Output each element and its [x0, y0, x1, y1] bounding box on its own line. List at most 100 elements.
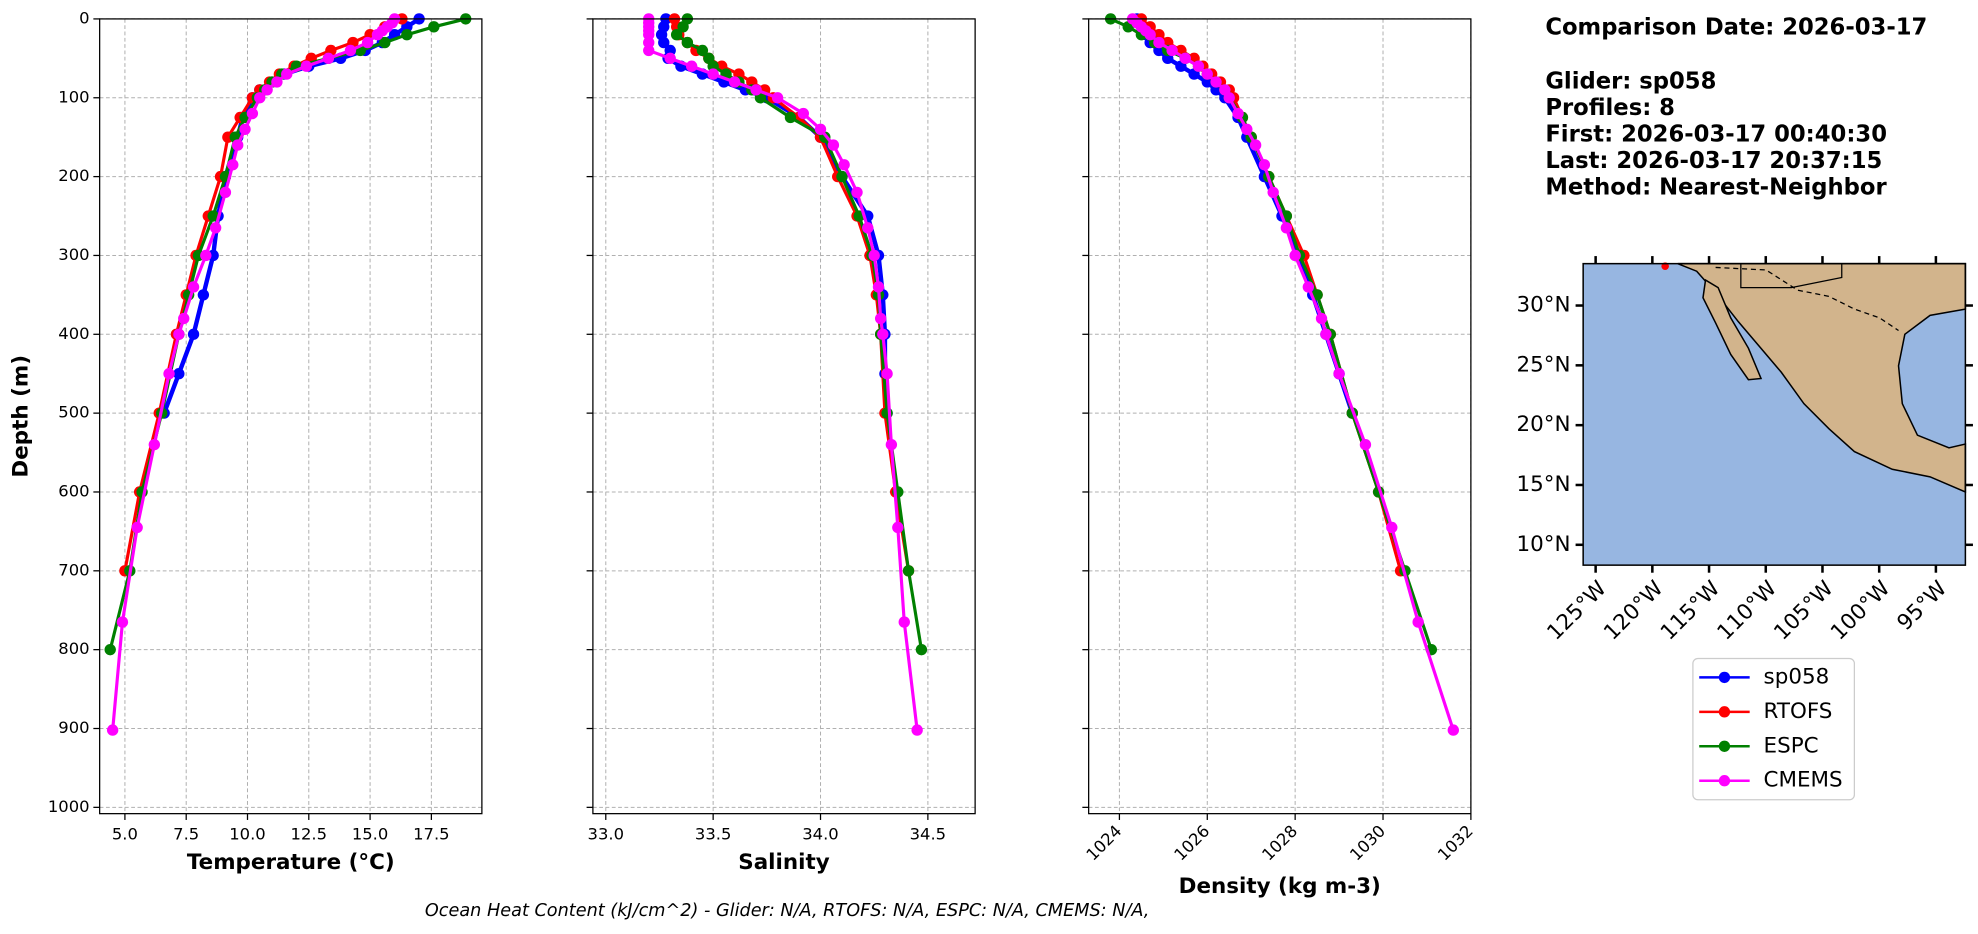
profile-point [197, 289, 210, 301]
profile-point [1210, 76, 1222, 88]
profile-point [1192, 60, 1205, 72]
y-tick-label: 800 [58, 639, 89, 658]
profile-point [851, 186, 863, 199]
map-x-tick-label: 100°W [1826, 576, 1895, 645]
profile-point [1267, 186, 1279, 199]
profile-line [1135, 17, 1355, 414]
profile-point [1315, 312, 1328, 325]
info-line: Method: Nearest-Neighbor [1545, 174, 1887, 200]
map-frame [1582, 262, 1967, 566]
land [1677, 262, 1967, 494]
x-axis-label: Temperature (°C) [187, 850, 395, 875]
profile-point [187, 281, 200, 293]
x-tick-label: 33.0 [588, 825, 624, 844]
map-y-tick-label: 25°N [1516, 352, 1570, 377]
profile-point [116, 616, 129, 628]
profile-point [1289, 249, 1301, 262]
profile-point [1258, 159, 1271, 171]
profile-point [322, 52, 335, 65]
map-x-tick-label: 95°W [1892, 576, 1952, 636]
profile-point [872, 281, 885, 293]
x-tick-label: 7.5 [173, 825, 199, 844]
profile-point [681, 36, 694, 49]
legend-marker [1718, 740, 1731, 752]
x-tick-label: 17.5 [413, 825, 449, 844]
map-y-tick-label: 15°N [1516, 472, 1570, 497]
profile-point [187, 328, 200, 340]
axes-frame [1088, 18, 1472, 815]
x-tick-label: 15.0 [352, 825, 388, 844]
map-x-tick-label: 120°W [1599, 576, 1668, 645]
profile-point [1386, 521, 1398, 534]
profile-point [219, 186, 232, 199]
profile-point [207, 210, 219, 222]
map-y-tick-label: 20°N [1516, 412, 1570, 437]
profile-point [1447, 724, 1459, 736]
profile-point [771, 92, 784, 104]
map-x-tick-label: 110°W [1713, 576, 1782, 645]
border [1740, 263, 1843, 289]
info-line: Last: 2026-03-17 20:37:15 [1545, 148, 1882, 174]
profile-point [361, 36, 374, 49]
profile-point [1320, 328, 1332, 340]
profile-point [261, 84, 273, 96]
profile-point [281, 68, 293, 80]
profile-line [1131, 17, 1455, 731]
legend-label: CMEMS [1764, 768, 1843, 793]
profile-point [784, 111, 797, 124]
x-tick-label: 34.5 [910, 825, 946, 844]
profile-point [707, 60, 719, 72]
profile-point [428, 21, 440, 33]
map-y-tick-label: 10°N [1516, 532, 1570, 557]
profile-point [1333, 368, 1345, 380]
profile-point [643, 29, 655, 41]
profile-point [200, 249, 212, 262]
profile-point [1412, 616, 1424, 628]
legend-marker [1718, 706, 1731, 718]
profile-point [836, 170, 848, 183]
x-tick-label: 1032 [1434, 821, 1477, 864]
profile-point [371, 29, 384, 41]
profile-point [827, 139, 840, 151]
x-tick-label: 33.5 [695, 825, 731, 844]
profile-point [1302, 281, 1315, 293]
profile-line [162, 17, 421, 414]
footer: Ocean Heat Content (kJ/cm^2) - Glider: N… [425, 901, 1150, 921]
info-line: Glider: sp058 [1545, 68, 1716, 94]
profile-point [173, 368, 185, 380]
info-title: Comparison Date: 2026-03-17 [1545, 14, 1927, 40]
profile-point [902, 565, 915, 577]
y-tick-label: 200 [58, 166, 89, 185]
info-line: Profiles: 8 [1545, 95, 1675, 121]
x-tick-label: 5.0 [112, 825, 138, 844]
profile-point [1249, 139, 1262, 151]
profile-point [707, 68, 719, 80]
profile-point [271, 76, 283, 88]
profile-point [797, 107, 810, 120]
legend-marker [1718, 671, 1731, 684]
profile-point [232, 139, 244, 151]
map-x-tick-label: 125°W [1543, 576, 1612, 645]
map-x-tick-label: 115°W [1656, 576, 1725, 645]
profile-point [862, 222, 874, 234]
profile-point [1241, 123, 1253, 135]
profile-point [670, 29, 683, 41]
profile-point [401, 29, 413, 41]
profile-point [104, 643, 116, 656]
legend-box [1692, 657, 1856, 801]
x-tick-label: 10.0 [229, 825, 265, 844]
legend-marker [1718, 775, 1731, 787]
x-tick-label: 1026 [1170, 821, 1213, 864]
profile-point [664, 52, 676, 65]
profile-point [1280, 222, 1293, 234]
x-tick-label: 1028 [1258, 821, 1301, 864]
x-axis-label: Salinity [738, 850, 829, 875]
profile-line [647, 18, 919, 731]
profile-point [254, 92, 266, 104]
figure-body: Ocean Heat Content (kJ/cm^2) - Glider: N… [8, 8, 1973, 921]
y-axis-label: Depth (m) [8, 355, 33, 478]
profile-point [874, 312, 887, 325]
profile-point [379, 36, 391, 49]
y-tick-label: 500 [58, 403, 89, 422]
x-tick-label: 1024 [1083, 821, 1126, 864]
